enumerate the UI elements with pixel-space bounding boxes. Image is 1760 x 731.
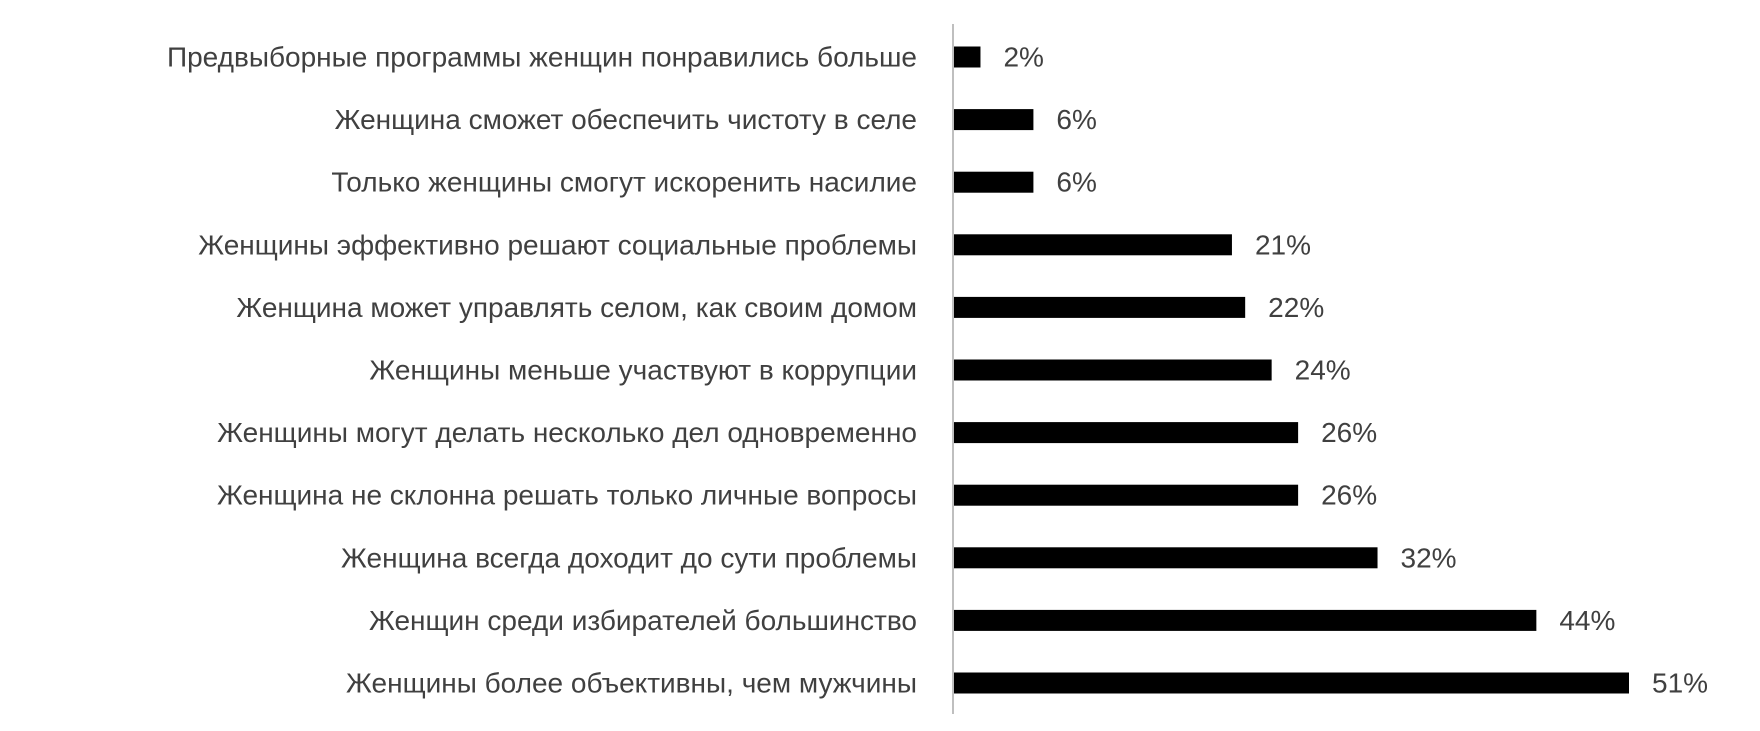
- category-label: Женщины могут делать несколько дел однов…: [217, 417, 917, 448]
- category-label: Женщины более объективны, чем мужчины: [346, 668, 917, 699]
- value-label: 32%: [1401, 542, 1457, 573]
- bars: [954, 46, 1629, 694]
- bar: [954, 422, 1299, 444]
- category-label: Женщина не склонна решать только личные …: [217, 480, 917, 511]
- value-label: 6%: [1056, 104, 1096, 135]
- value-label: 2%: [1003, 42, 1043, 73]
- value-label: 44%: [1559, 605, 1615, 636]
- category-label: Женщина всегда доходит до сути проблемы: [341, 542, 917, 573]
- value-label: 6%: [1056, 167, 1096, 198]
- category-label: Женщина может управлять селом, как своим…: [236, 292, 917, 323]
- bar: [954, 109, 1034, 131]
- bar: [954, 484, 1299, 506]
- value-label: 22%: [1268, 292, 1324, 323]
- category-label: Женщины эффективно решают социальные про…: [198, 229, 917, 260]
- category-label: Предвыборные программы женщин понравилис…: [167, 42, 917, 73]
- category-label: Только женщины смогут искоренить насилие: [331, 167, 917, 198]
- bar: [954, 171, 1034, 193]
- category-label: Женщины меньше участвуют в коррупции: [369, 355, 917, 386]
- value-labels: 2% 6% 6% 21% 22% 24% 26% 26% 32% 44% 51%: [1003, 42, 1708, 699]
- value-label: 51%: [1652, 668, 1708, 699]
- bar: [954, 296, 1246, 318]
- bar: [954, 46, 981, 68]
- bar: [954, 547, 1378, 569]
- category-label: Женщина сможет обеспечить чистоту в селе: [335, 104, 917, 135]
- value-label: 26%: [1321, 480, 1377, 511]
- value-label: 24%: [1295, 355, 1351, 386]
- category-labels: Предвыборные программы женщин понравилис…: [167, 42, 917, 699]
- bar: [954, 672, 1629, 694]
- bar: [954, 609, 1537, 631]
- bar: [954, 234, 1232, 256]
- value-label: 21%: [1255, 229, 1311, 260]
- value-label: 26%: [1321, 417, 1377, 448]
- category-label: Женщин среди избирателей большинство: [369, 605, 917, 636]
- bar: [954, 359, 1272, 381]
